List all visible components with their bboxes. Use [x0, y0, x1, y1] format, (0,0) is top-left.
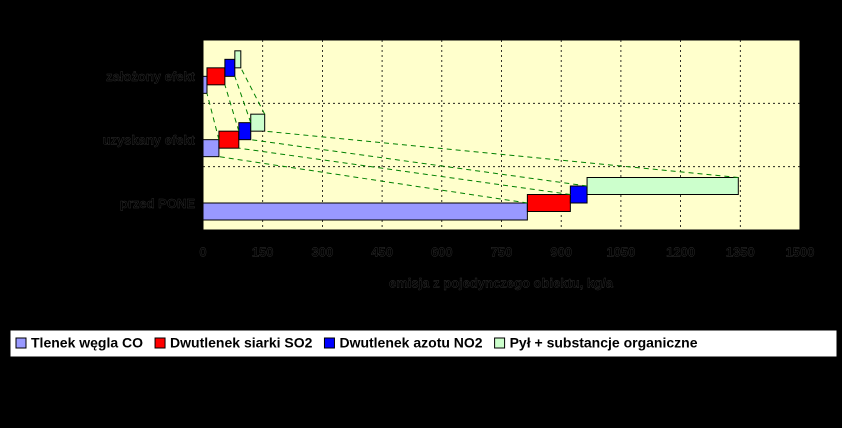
legend-label: Dwutlenek siarki SO2 — [170, 335, 313, 351]
bar — [206, 67, 226, 86]
x-tick-label: 1350 — [726, 244, 755, 259]
bar — [586, 177, 739, 195]
bar — [238, 122, 252, 141]
x-tick-label: 1500 — [786, 244, 815, 259]
series-line — [250, 139, 588, 187]
bar — [234, 50, 242, 69]
y-tick-label: przed PONE — [120, 196, 195, 211]
x-tick-label: 1050 — [606, 244, 635, 259]
series-line — [264, 130, 739, 178]
x-tick-label: 750 — [491, 244, 513, 259]
bar — [202, 139, 220, 158]
legend-swatch — [494, 337, 506, 349]
x-tick-label: 150 — [252, 244, 274, 259]
x-tick-label: 1200 — [666, 244, 695, 259]
y-tick-label: uzyskany efekt — [103, 132, 196, 147]
bar — [202, 202, 528, 221]
bar — [218, 130, 240, 149]
bar — [250, 113, 266, 132]
x-tick-label: 0 — [199, 244, 206, 259]
series-line — [224, 84, 240, 132]
legend-label: Dwutlenek azotu NO2 — [339, 335, 482, 351]
legend-swatch — [154, 337, 166, 349]
bar — [526, 194, 571, 212]
bar — [224, 58, 236, 77]
legend-label: Tlenek węgla CO — [31, 335, 143, 351]
legend-swatch — [15, 337, 27, 349]
legend-items: Tlenek węgla CO Dwutlenek siarki SO2 Dwutl… — [15, 335, 698, 351]
x-tick-label: 450 — [371, 244, 393, 259]
x-tick-label: 600 — [431, 244, 453, 259]
bar — [202, 75, 208, 94]
bar — [569, 185, 588, 204]
x-tick-label: 900 — [550, 244, 572, 259]
y-tick-label: założony efekt — [106, 69, 196, 84]
x-axis-title: emisja z pojedynczego obiektu, kg/a — [389, 275, 614, 290]
legend-swatch — [323, 337, 335, 349]
legend-label: Pył + substancje organiczne — [510, 335, 698, 351]
x-tick-label: 300 — [312, 244, 334, 259]
series-line — [206, 93, 220, 140]
series-line — [238, 147, 571, 195]
legend — [9, 329, 838, 358]
series-line — [218, 156, 528, 204]
series-line — [234, 76, 252, 123]
